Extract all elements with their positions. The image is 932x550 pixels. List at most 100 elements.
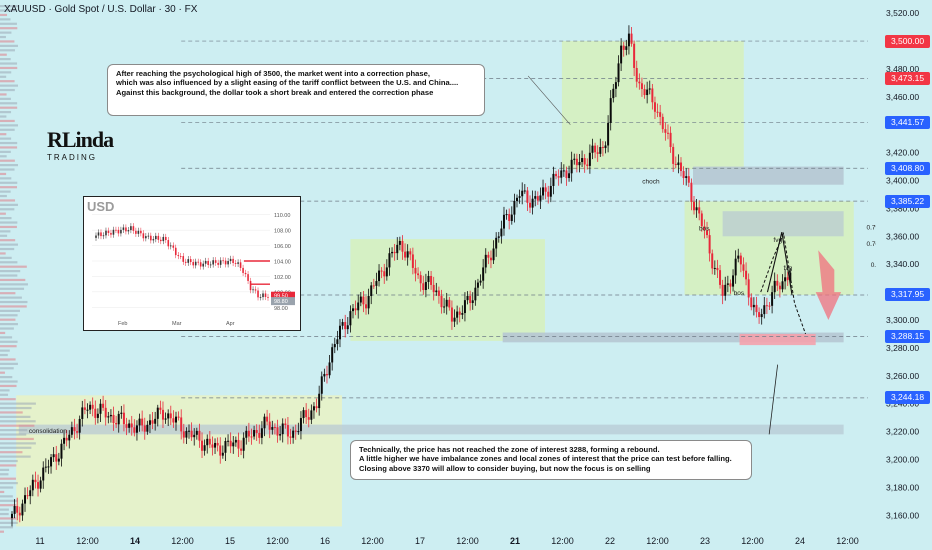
candle-body bbox=[758, 312, 761, 318]
candle-body bbox=[482, 267, 485, 281]
candle-body bbox=[555, 173, 558, 177]
y-tick-label: 3,200.00 bbox=[886, 454, 919, 464]
volume-profile-bar bbox=[0, 278, 26, 282]
candle-body bbox=[214, 442, 217, 448]
y-tick-label: 3,180.00 bbox=[886, 482, 919, 492]
candle-body bbox=[365, 304, 368, 309]
candle-body bbox=[328, 362, 331, 376]
candle-body bbox=[458, 311, 461, 315]
inset-candle-body bbox=[202, 263, 204, 267]
candle-body bbox=[552, 173, 555, 186]
inset-y-tick: 104.00 bbox=[274, 260, 291, 266]
candle-body bbox=[391, 251, 394, 254]
candle-body bbox=[591, 145, 594, 153]
candle-body bbox=[281, 423, 284, 435]
candle-body bbox=[620, 45, 623, 64]
volume-profile-bar bbox=[0, 208, 15, 211]
candle-body bbox=[201, 440, 204, 451]
bearish-arrow bbox=[815, 250, 842, 320]
volume-profile-bar bbox=[0, 358, 16, 361]
label-consolidation: consolidation bbox=[29, 428, 67, 435]
x-tick-label: 23 bbox=[700, 536, 710, 546]
y-tick-label: 3,220.00 bbox=[886, 427, 919, 437]
candle-body bbox=[409, 251, 412, 255]
candle-body bbox=[456, 311, 459, 318]
candle-body bbox=[515, 197, 518, 202]
candle-body bbox=[297, 431, 300, 433]
candle-body bbox=[206, 438, 209, 446]
candle-body bbox=[633, 43, 636, 68]
candle-body bbox=[510, 214, 513, 222]
candle-body bbox=[445, 299, 448, 307]
price-tag: 3,317.95 bbox=[885, 288, 930, 302]
volume-profile-bar bbox=[0, 406, 32, 410]
candle-body bbox=[125, 424, 128, 428]
volume-profile-bar bbox=[0, 345, 17, 348]
top-zone bbox=[561, 41, 744, 170]
candle-body bbox=[294, 430, 297, 432]
candle-body bbox=[750, 297, 753, 308]
price-tag: 3,441.57 bbox=[885, 116, 930, 130]
inset-candle-body bbox=[155, 235, 157, 240]
candle-body bbox=[601, 147, 604, 149]
volume-profile-bar bbox=[0, 300, 28, 304]
candle-body bbox=[461, 313, 464, 315]
inset-candle-body bbox=[252, 289, 254, 291]
candle-body bbox=[68, 434, 71, 441]
candle-body bbox=[627, 33, 630, 47]
usd-inset-chart[interactable]: USD 110.00108.00106.00104.00102.00100.00… bbox=[83, 196, 301, 331]
imbalance-zone-mid bbox=[722, 211, 844, 237]
candle-body bbox=[323, 373, 326, 377]
candle-body bbox=[299, 418, 302, 432]
candle-body bbox=[724, 284, 727, 296]
imbalance-zone-upper bbox=[693, 166, 844, 185]
candle-body bbox=[739, 255, 742, 265]
candle-body bbox=[484, 254, 487, 268]
volume-profile-bar bbox=[0, 424, 35, 427]
candle-body bbox=[122, 412, 125, 425]
volume-profile-bar bbox=[0, 517, 17, 520]
inset-candle-body bbox=[242, 267, 244, 273]
volume-profile-bar bbox=[0, 115, 7, 118]
volume-profile-bar bbox=[0, 420, 36, 423]
candle-body bbox=[565, 170, 568, 179]
candle-body bbox=[37, 482, 40, 489]
candle-body bbox=[372, 285, 375, 287]
inset-candle-body bbox=[237, 262, 239, 264]
volume-profile-bar bbox=[0, 530, 4, 533]
x-tick-label: 24 bbox=[795, 536, 805, 546]
candle-body bbox=[487, 254, 490, 258]
candle-body bbox=[234, 439, 237, 443]
volume-profile-bar bbox=[0, 141, 18, 145]
volume-profile-bar bbox=[0, 473, 9, 476]
candle-body bbox=[672, 146, 675, 164]
candle-body bbox=[685, 176, 688, 178]
candle-body bbox=[266, 416, 269, 422]
inset-candle-body bbox=[224, 260, 227, 265]
candle-body bbox=[60, 443, 63, 459]
candle-body bbox=[586, 164, 589, 166]
candle-body bbox=[216, 442, 219, 446]
volume-profile-bar bbox=[0, 150, 11, 153]
candle-body bbox=[443, 306, 446, 308]
volume-profile-bar bbox=[0, 106, 18, 109]
candle-body bbox=[73, 427, 76, 432]
inset-candle-body bbox=[97, 232, 100, 236]
candle-body bbox=[331, 347, 334, 363]
inset-y-tick: 102.00 bbox=[274, 275, 291, 281]
candle-body bbox=[466, 295, 469, 301]
inset-candle-body bbox=[209, 264, 212, 266]
price-tag: 3,244.18 bbox=[885, 391, 930, 405]
y-tick-label: 3,160.00 bbox=[886, 510, 919, 520]
candle-body bbox=[91, 404, 94, 409]
candle-body bbox=[104, 407, 107, 418]
candle-body bbox=[581, 158, 584, 163]
candle-body bbox=[560, 170, 563, 178]
volume-profile-bar bbox=[0, 495, 13, 498]
candle-body bbox=[706, 230, 709, 236]
candle-body bbox=[463, 300, 466, 314]
volume-profile-bar bbox=[0, 230, 11, 233]
volume-profile-bar bbox=[0, 442, 36, 445]
